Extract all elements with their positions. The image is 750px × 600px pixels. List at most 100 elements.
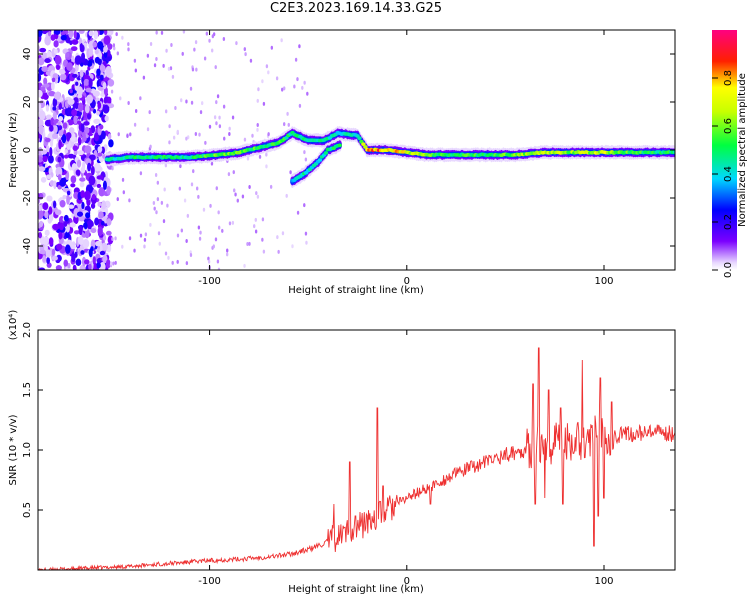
noise-cell bbox=[43, 236, 50, 245]
noise-cell bbox=[38, 57, 45, 66]
noise-cell bbox=[209, 203, 212, 208]
noise-cell bbox=[82, 238, 90, 249]
noise-cell bbox=[102, 180, 107, 190]
noise-cell bbox=[74, 64, 79, 72]
noise-cell bbox=[84, 104, 90, 114]
noise-cell bbox=[55, 166, 63, 177]
noise-cell bbox=[121, 244, 124, 249]
noise-cell bbox=[66, 62, 73, 71]
noise-cell bbox=[102, 82, 107, 90]
noise-cell bbox=[165, 48, 168, 53]
noise-cell bbox=[174, 106, 177, 111]
noise-cell bbox=[103, 35, 111, 46]
noise-cell bbox=[105, 259, 111, 269]
noise-cell bbox=[97, 152, 103, 157]
noise-cell bbox=[280, 38, 283, 43]
noise-cell bbox=[270, 45, 274, 50]
noise-cell bbox=[52, 223, 60, 231]
snr-x-ticks: -100 0 100 bbox=[198, 330, 614, 587]
noise-cell bbox=[128, 198, 131, 203]
noise-cell bbox=[38, 102, 42, 111]
noise-cell bbox=[38, 124, 44, 135]
noise-cell bbox=[249, 58, 253, 63]
noise-cell bbox=[253, 224, 256, 229]
noise-cell bbox=[58, 102, 62, 110]
noise-cell bbox=[195, 186, 199, 191]
noise-cell bbox=[57, 121, 61, 126]
noise-cell bbox=[217, 267, 221, 270]
noise-cell bbox=[169, 66, 173, 71]
noise-cell bbox=[144, 232, 148, 237]
noise-cell bbox=[53, 92, 60, 100]
noise-cell bbox=[93, 119, 100, 124]
spectrogram-x-ticks: -100 0 100 bbox=[198, 30, 614, 287]
noise-cell bbox=[254, 217, 257, 222]
noise-cell bbox=[46, 195, 53, 202]
noise-cell bbox=[235, 41, 238, 46]
noise-cell bbox=[171, 260, 174, 265]
noise-cell bbox=[77, 94, 83, 99]
colorbar: 0.0 0.2 0.4 0.6 0.8 Normalized spectral ampl… bbox=[712, 30, 748, 278]
noise-cell bbox=[198, 236, 202, 241]
colorbar-tick-label: 0.6 bbox=[723, 118, 734, 134]
noise-cell bbox=[100, 220, 105, 226]
noise-cell bbox=[44, 229, 50, 236]
noise-cell bbox=[182, 30, 186, 34]
noise-cell bbox=[107, 133, 112, 140]
noise-cell bbox=[73, 230, 80, 235]
noise-cell bbox=[143, 244, 146, 249]
noise-cell bbox=[44, 35, 51, 46]
noise-cell bbox=[80, 250, 85, 255]
noise-cell bbox=[38, 30, 43, 37]
noise-cell bbox=[76, 120, 82, 125]
noise-cell bbox=[102, 235, 107, 241]
noise-cell bbox=[113, 46, 116, 51]
noise-cell bbox=[88, 175, 96, 186]
noise-cell bbox=[149, 222, 152, 227]
y-tick-label: 0 bbox=[22, 147, 33, 153]
noise-cell bbox=[108, 139, 114, 148]
noise-cell bbox=[53, 40, 59, 48]
noise-cell bbox=[163, 187, 166, 192]
noise-cell bbox=[86, 113, 92, 120]
noise-cell bbox=[298, 103, 302, 108]
noise-cell bbox=[119, 96, 122, 101]
noise-cell bbox=[60, 34, 67, 41]
noise-cell bbox=[191, 67, 195, 72]
noise-cell bbox=[44, 58, 51, 64]
noise-cell bbox=[104, 115, 109, 122]
noise-cell bbox=[244, 52, 247, 57]
noise-cell bbox=[50, 117, 55, 127]
noise-cell bbox=[58, 222, 64, 231]
noise-cell bbox=[269, 184, 273, 189]
noise-cell bbox=[67, 262, 71, 269]
noise-cell bbox=[185, 261, 189, 266]
noise-cell bbox=[38, 44, 41, 54]
noise-cell bbox=[185, 136, 188, 141]
noise-cell bbox=[71, 39, 79, 45]
noise-cell bbox=[99, 250, 106, 256]
noise-cell bbox=[142, 75, 146, 80]
noise-cell bbox=[128, 236, 132, 241]
snr-x-label: Height of straight line (km) bbox=[288, 584, 424, 595]
noise-cell bbox=[99, 261, 106, 270]
noise-cell bbox=[170, 42, 173, 47]
noise-cell bbox=[44, 210, 49, 219]
noise-cell bbox=[180, 98, 183, 103]
noise-cell bbox=[171, 74, 175, 79]
noise-cell bbox=[121, 177, 125, 182]
noise-cell bbox=[168, 140, 171, 145]
noise-cell bbox=[87, 162, 92, 172]
noise-cell bbox=[86, 219, 94, 230]
noise-cell bbox=[54, 209, 62, 216]
noise-cell bbox=[231, 220, 235, 225]
noise-cell bbox=[43, 77, 48, 86]
noise-cell bbox=[85, 87, 92, 93]
noise-cell bbox=[71, 253, 76, 263]
noise-cell bbox=[97, 85, 105, 91]
noise-cell bbox=[93, 262, 97, 270]
noise-cell bbox=[83, 121, 90, 126]
noise-cell bbox=[75, 258, 82, 266]
noise-cell bbox=[293, 84, 296, 89]
